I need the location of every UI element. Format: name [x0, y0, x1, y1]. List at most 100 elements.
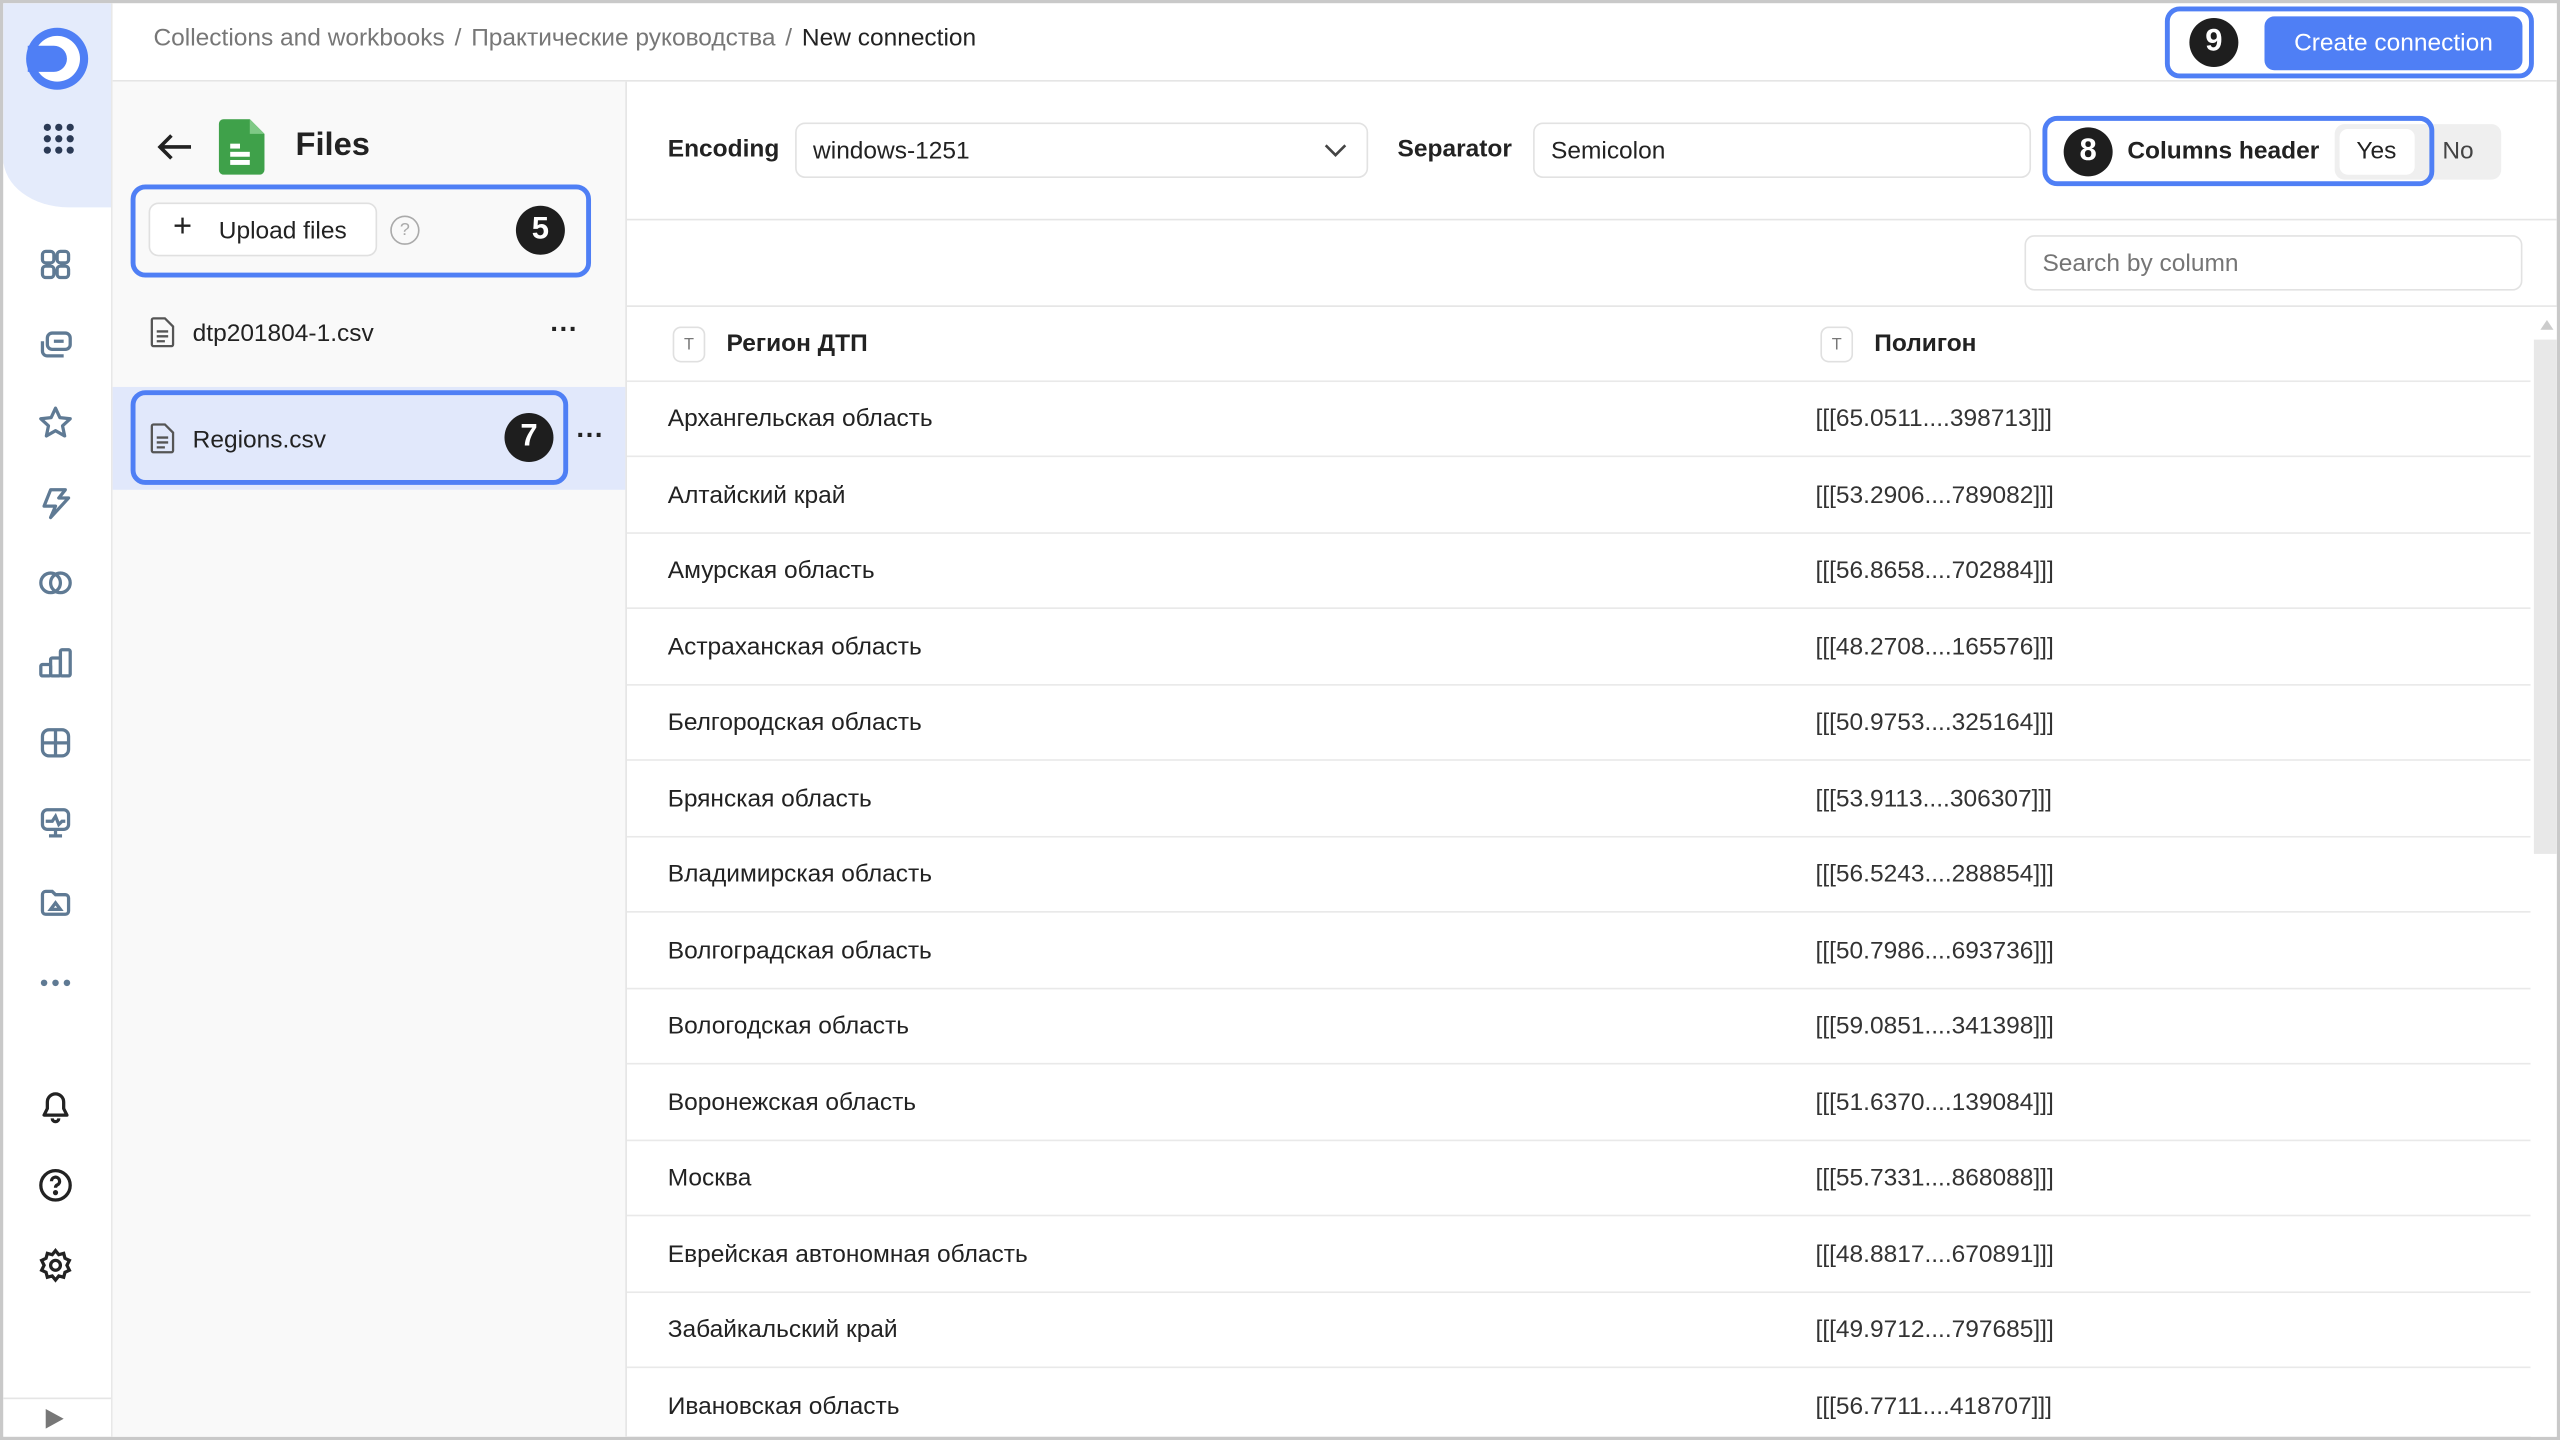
cell-region: Белгородская область — [667, 708, 922, 737]
upload-files-label: Upload files — [218, 217, 347, 245]
bell-icon[interactable] — [38, 1089, 74, 1125]
logo-icon[interactable] — [24, 26, 89, 91]
table-row: Белгородская область [[[50.9753....325164… — [626, 686, 2531, 761]
table-row: Еврейская автономная область [[[48.8817..… — [626, 1217, 2531, 1293]
cell-region: Астраханская область — [667, 632, 922, 661]
step-badge-7: 7 — [504, 413, 554, 463]
create-connection-button[interactable]: Create connection — [2264, 16, 2523, 71]
spreadsheet-file-icon — [218, 119, 265, 175]
separator-label: Separator — [1397, 135, 1512, 164]
cell-region: Ивановская область — [667, 1391, 900, 1420]
cell-polygon: [[[59.0851....341398]]] — [1815, 1012, 2054, 1040]
table-row: Вологодская область [[[59.0851....341398]… — [626, 989, 2531, 1065]
cell-region: Еврейская автономная область — [667, 1240, 1028, 1268]
cell-region: Амурская область — [667, 556, 875, 585]
connections-bolt-icon[interactable] — [38, 485, 74, 521]
collections-icon[interactable] — [38, 247, 74, 283]
left-nav — [3, 3, 113, 1437]
cell-polygon: [[[56.5243....288854]]] — [1815, 860, 2054, 889]
dashboards-grid-icon[interactable] — [38, 725, 74, 761]
favorites-star-icon[interactable] — [38, 405, 74, 441]
monitor-icon[interactable] — [38, 805, 74, 841]
expand-arrow-icon — [45, 1408, 64, 1429]
column-header-region[interactable]: Регион ДТП — [726, 329, 868, 358]
columns-header-toggle: Yes No — [2333, 123, 2501, 179]
table-row: Воронежская область [[[51.6370....139084]… — [626, 1065, 2531, 1141]
document-icon — [150, 423, 175, 454]
file-name: Regions.csv — [192, 426, 327, 454]
cell-polygon: [[[49.9712....797685]]] — [1815, 1315, 2054, 1344]
encoding-label: Encoding — [667, 135, 780, 164]
cell-region: Алтайский край — [667, 480, 846, 509]
file-more-menu[interactable]: ··· — [550, 313, 578, 345]
help-icon[interactable] — [38, 1167, 74, 1203]
columns-header-group: 8 Columns header Yes No — [2042, 116, 2501, 186]
table-row: Амурская область [[[56.8658....702884]]] — [626, 534, 2531, 609]
columns-header-yes[interactable]: Yes — [2338, 128, 2414, 174]
text-type-icon: T — [1820, 326, 1854, 363]
folder-icon[interactable] — [38, 885, 74, 921]
table-row: Алтайский край [[[53.2906....789082]]] — [626, 458, 2531, 534]
document-icon — [150, 317, 175, 348]
cell-polygon: [[[56.7711....418707]]] — [1815, 1391, 2052, 1420]
cell-polygon: [[[55.7331....868088]]] — [1815, 1164, 2054, 1192]
more-dots-icon[interactable] — [38, 965, 74, 1001]
datasets-rings-icon[interactable] — [38, 565, 74, 601]
cell-region: Владимирская область — [667, 860, 932, 889]
header: Collections and workbooks / Практические… — [112, 3, 2557, 82]
scrollbar-thumb[interactable] — [2533, 339, 2557, 854]
step-badge-8: 8 — [2063, 126, 2113, 176]
chevron-down-icon — [1324, 144, 1347, 157]
files-panel: Files + Upload files ? 5 dtp201804-1.csv… — [112, 81, 627, 1437]
breadcrumb-separator: / — [785, 24, 793, 53]
columns-header-label: Columns header — [2127, 137, 2320, 165]
text-type-icon: T — [672, 326, 706, 363]
breadcrumb-current: New connection — [801, 24, 977, 53]
table-header-row: T Регион ДТП T Полигон — [626, 307, 2531, 383]
charts-bar-icon[interactable] — [38, 645, 74, 681]
breadcrumb-item-collections[interactable]: Collections and workbooks — [153, 24, 445, 53]
breadcrumb-item-workbook[interactable]: Практические руководства — [471, 24, 776, 53]
highlight-9 — [2164, 6, 2534, 79]
preview-area: Encoding windows-1251 Separator Semicolo… — [626, 82, 2557, 1437]
data-table: T Регион ДТП T Полигон Архангельская обл… — [626, 307, 2531, 1437]
cell-region: Архангельская область — [667, 404, 933, 433]
table-row: Астраханская область [[[48.2708....165576… — [626, 610, 2531, 685]
cell-polygon: [[[51.6370....139084]]] — [1815, 1088, 2054, 1116]
table-row: Забайкальский край [[[49.9712....797685]]… — [626, 1293, 2531, 1369]
columns-header-no[interactable]: No — [2442, 137, 2474, 165]
expand-nav-button[interactable] — [3, 1397, 112, 1437]
cell-polygon: [[[65.0511....398713]]] — [1815, 404, 2052, 433]
encoding-select[interactable]: windows-1251 — [795, 122, 1369, 178]
step-badge-9: 9 — [2189, 17, 2239, 67]
breadcrumb: Collections and workbooks / Практические… — [153, 24, 976, 52]
cell-region: Волгоградская область — [667, 936, 932, 965]
cell-region: Забайкальский край — [667, 1315, 898, 1344]
column-header-polygon[interactable]: Полигон — [1874, 329, 1977, 358]
table-row: Архангельская область [[[65.0511....39871… — [626, 382, 2531, 458]
cell-polygon: [[[48.2708....165576]]] — [1815, 632, 2054, 661]
file-more-menu[interactable]: ··· — [576, 419, 605, 451]
gear-icon[interactable] — [38, 1247, 74, 1283]
upload-files-button[interactable]: + Upload files — [148, 202, 378, 257]
breadcrumb-separator: / — [454, 24, 462, 53]
search-by-column-input[interactable] — [2024, 235, 2523, 291]
highlight-5 — [130, 184, 592, 278]
cell-polygon: [[[48.8817....670891]]] — [1815, 1240, 2054, 1268]
divider — [626, 305, 2557, 307]
scrollbar[interactable] — [2530, 306, 2557, 1437]
file-list-item-selected[interactable]: Regions.csv ··· — [112, 386, 626, 490]
separator-value: Semicolon — [1551, 137, 1666, 165]
workbooks-icon[interactable] — [38, 325, 74, 361]
scroll-up-arrow-icon[interactable] — [2540, 320, 2554, 330]
separator-select[interactable]: Semicolon — [1533, 122, 2032, 178]
file-list-item[interactable]: dtp201804-1.csv ··· — [113, 291, 626, 379]
help-circle-icon[interactable]: ? — [390, 215, 420, 245]
cell-polygon: [[[50.7986....693736]]] — [1815, 936, 2054, 965]
back-arrow-icon[interactable] — [155, 131, 194, 164]
table-row: Брянская область [[[53.9113....306307]]] — [626, 762, 2531, 837]
apps-grid-icon[interactable] — [42, 122, 75, 155]
encoding-value: windows-1251 — [813, 137, 970, 165]
cell-polygon: [[[53.9113....306307]]] — [1815, 784, 2052, 813]
cell-polygon: [[[50.9753....325164]]] — [1815, 708, 2054, 737]
